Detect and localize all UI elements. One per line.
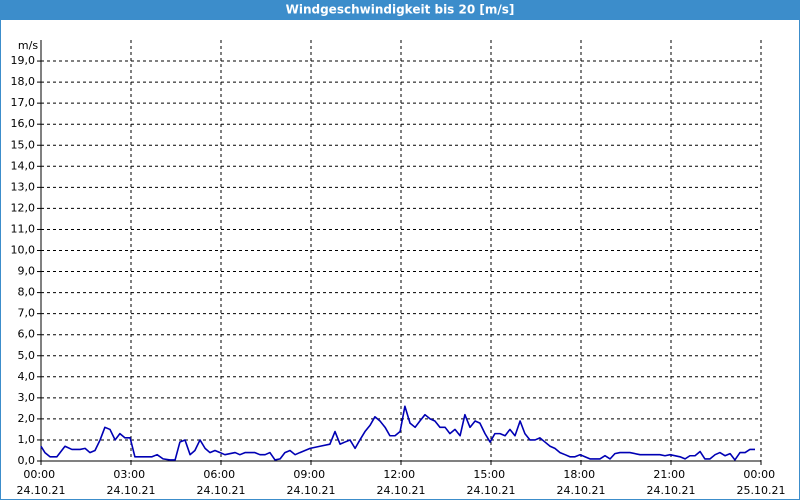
x-tick-label: 06:00 24.10.21 xyxy=(197,468,246,497)
x-tick-label: 12:00 24.10.21 xyxy=(377,468,426,497)
x-tick-label: 21:00 24.10.21 xyxy=(647,468,696,497)
y-tick-label: 2,0 xyxy=(18,412,36,425)
y-axis-label: m/s xyxy=(18,39,38,52)
x-tick-label: 15:00 24.10.21 xyxy=(467,468,516,497)
y-tick-label: 19,0 xyxy=(11,54,36,67)
y-tick-label: 8,0 xyxy=(18,286,36,299)
y-tick-label: 13,0 xyxy=(11,180,36,193)
y-tick-label: 5,0 xyxy=(18,349,36,362)
y-tick-label: 6,0 xyxy=(18,328,36,341)
y-tick-label: 1,0 xyxy=(18,433,36,446)
y-tick-label: 4,0 xyxy=(18,370,36,383)
data-line xyxy=(40,405,755,461)
y-tick-label: 7,0 xyxy=(18,307,36,320)
x-tick-label: 03:00 24.10.21 xyxy=(107,468,156,497)
y-tick-label: 10,0 xyxy=(11,244,36,257)
y-tick-label: 16,0 xyxy=(11,117,36,130)
y-tick-label: 9,0 xyxy=(18,265,36,278)
y-tick-label: 0,0 xyxy=(18,454,36,467)
title-bar xyxy=(0,0,800,20)
x-tick-label: 18:00 24.10.21 xyxy=(557,468,606,497)
y-tick-label: 14,0 xyxy=(11,159,36,172)
x-tick-label: 00:00 24.10.21 xyxy=(17,468,66,497)
chart-title: Windgeschwindigkeit bis 20 [m/s] xyxy=(286,3,515,17)
y-tick-label: 12,0 xyxy=(11,201,36,214)
y-tick-label: 11,0 xyxy=(11,222,36,235)
y-tick-label: 15,0 xyxy=(11,138,36,151)
y-tick-label: 17,0 xyxy=(11,96,36,109)
y-tick-label: 3,0 xyxy=(18,391,36,404)
x-tick-label: 00:00 25.10.21 xyxy=(737,468,786,497)
y-tick-label: 18,0 xyxy=(11,75,36,88)
x-tick-label: 09:00 24.10.21 xyxy=(287,468,336,497)
